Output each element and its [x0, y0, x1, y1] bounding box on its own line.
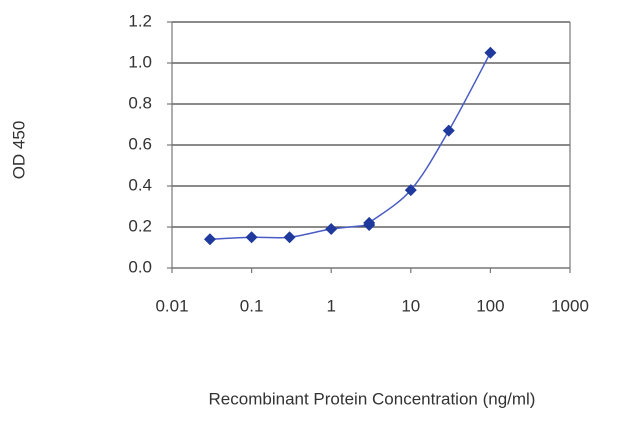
fit-curve — [209, 52, 492, 241]
x-tick-label: 100 — [476, 296, 504, 315]
y-tick-label: 1.2 — [128, 11, 152, 30]
y-tick-label: 0.4 — [128, 175, 152, 194]
x-tick-label: 1000 — [551, 296, 589, 315]
x-tick-label: 1 — [326, 296, 335, 315]
y-tick-label: 0.2 — [128, 216, 152, 235]
y-tick-label: 0.6 — [128, 134, 152, 153]
data-point — [203, 233, 216, 246]
y-tick-label: 1.0 — [128, 52, 152, 71]
data-point — [404, 184, 417, 197]
x-tick-label: 0.1 — [240, 296, 264, 315]
data-point — [442, 124, 455, 137]
data-point — [283, 231, 296, 244]
data-point — [363, 216, 376, 229]
y-tick-label: 0.8 — [128, 93, 152, 112]
y-tick-label: 0.0 — [128, 257, 152, 276]
data-point — [325, 223, 338, 236]
x-tick-label: 0.01 — [155, 296, 188, 315]
x-axis-label: Recombinant Protein Concentration (ng/ml… — [209, 389, 536, 408]
x-tick-label: 10 — [401, 296, 420, 315]
y-axis-label: OD 450 — [9, 121, 28, 180]
data-point — [484, 46, 497, 59]
data-point — [245, 231, 258, 244]
